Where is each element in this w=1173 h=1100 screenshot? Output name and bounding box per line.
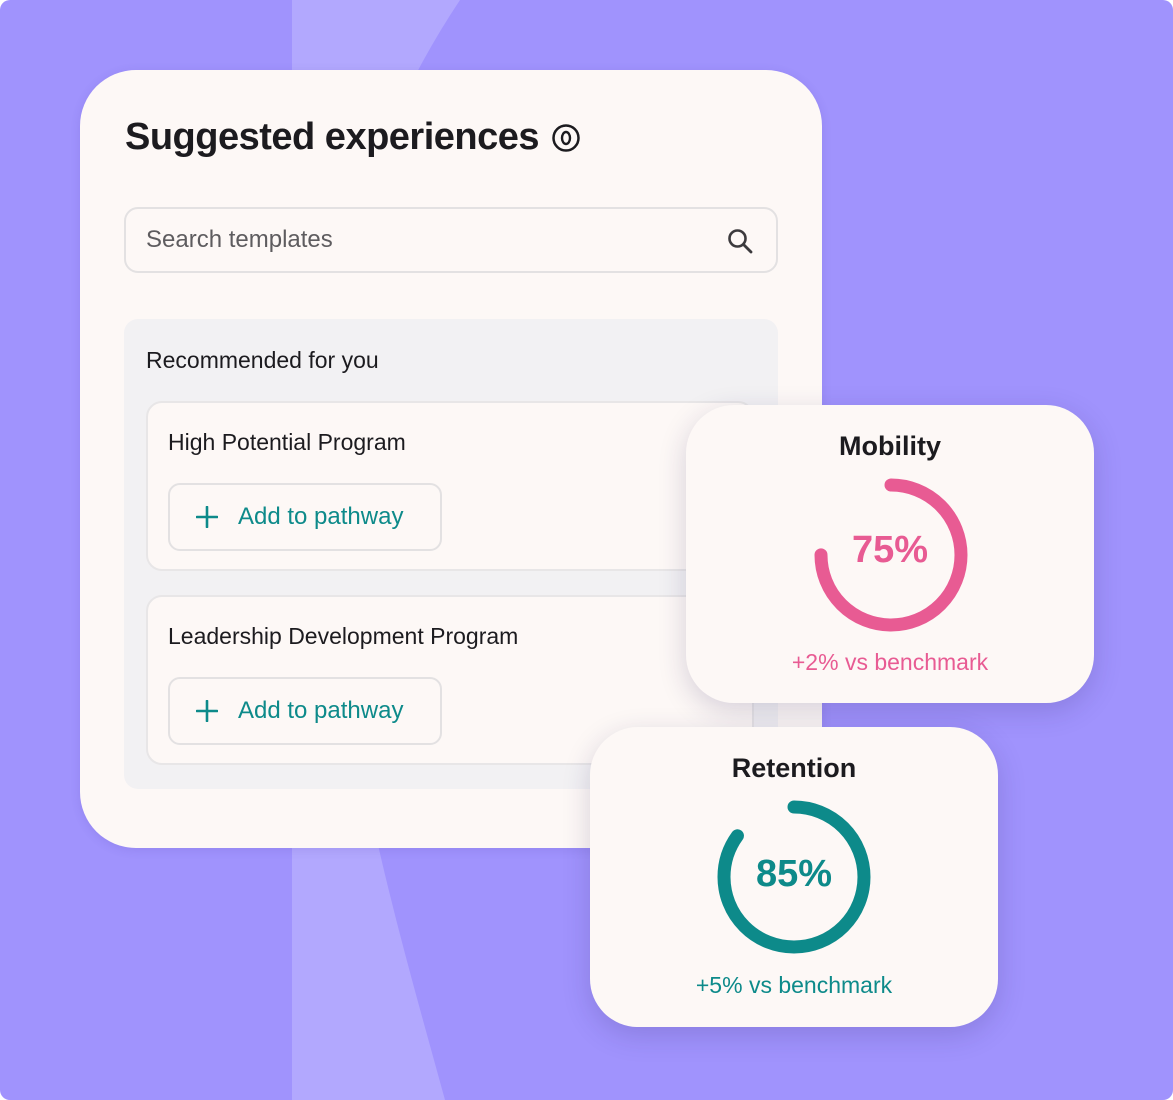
mobility-stat-card: Mobility 75% +2% vs benchmark	[686, 405, 1094, 703]
stat-benchmark: +5% vs benchmark	[695, 972, 893, 998]
donut-progress-ring	[814, 478, 968, 632]
stat-title: Mobility	[839, 431, 941, 461]
item-name: High Potential Program	[168, 429, 406, 455]
page-title: Suggested experiences	[125, 116, 540, 158]
mobility-donut	[814, 478, 968, 632]
info-icon[interactable]	[551, 123, 581, 153]
stat-value: 75%	[851, 529, 929, 571]
plus-icon	[196, 506, 218, 528]
recommended-heading: Recommended for you	[146, 347, 379, 373]
stat-title: Retention	[731, 753, 857, 783]
donut-progress-ring	[717, 800, 871, 954]
add-to-pathway-label: Add to pathway	[238, 697, 404, 724]
title-row: Suggested experiences	[125, 116, 581, 159]
list-item: High Potential Program Add to pathway	[146, 401, 754, 571]
add-to-pathway-button[interactable]: Add to pathway	[168, 677, 442, 745]
item-name: Leadership Development Program	[168, 623, 519, 649]
add-to-pathway-button[interactable]: Add to pathway	[168, 483, 442, 551]
search-input[interactable]	[146, 209, 706, 271]
retention-stat-card: Retention 85% +5% vs benchmark	[590, 727, 998, 1027]
search-field[interactable]	[124, 207, 778, 273]
add-to-pathway-label: Add to pathway	[238, 503, 404, 530]
retention-donut	[717, 800, 871, 954]
stat-value: 85%	[755, 853, 833, 895]
recommended-panel: Recommended for you High Potential Progr…	[124, 319, 778, 789]
plus-icon	[196, 700, 218, 722]
search-icon[interactable]	[726, 227, 754, 255]
stat-benchmark: +2% vs benchmark	[791, 649, 989, 675]
suggested-experiences-card: Suggested experiences Recommended for yo…	[80, 70, 822, 848]
